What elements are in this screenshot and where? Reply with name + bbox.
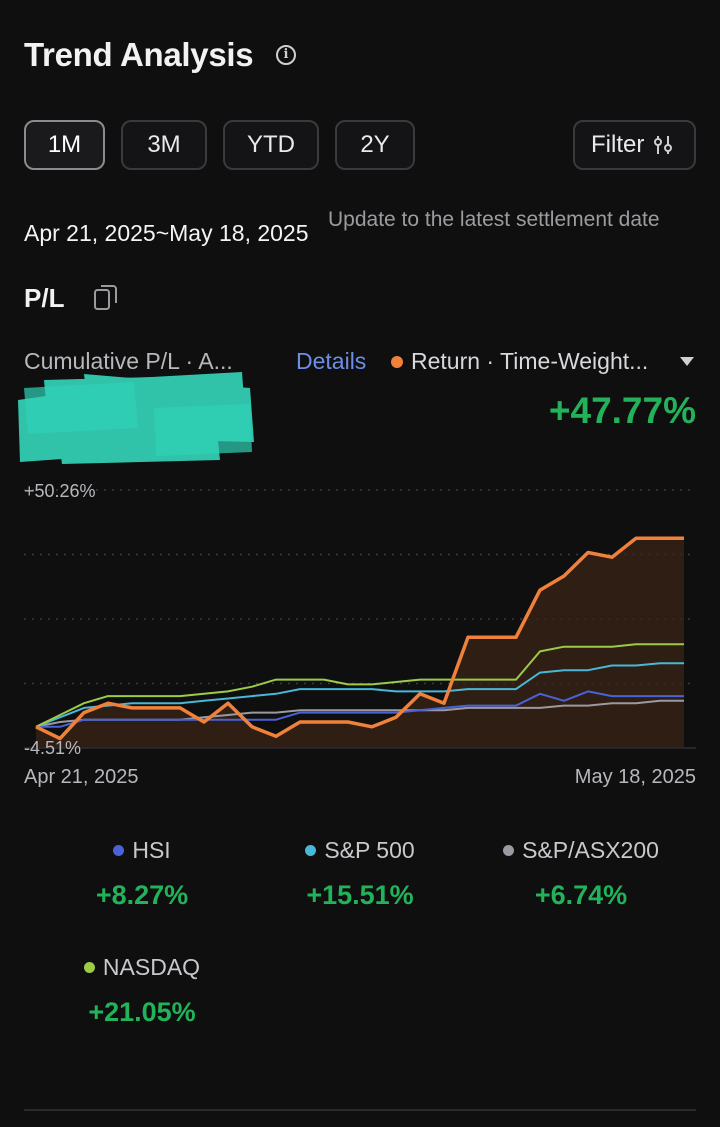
series-line-sp500: [35, 662, 684, 728]
legend-name: S&P/ASX200: [522, 837, 659, 863]
chevron-down-icon[interactable]: [680, 357, 694, 366]
legend-value: +15.51%: [306, 880, 414, 910]
legend-value: +6.74%: [534, 880, 628, 910]
sliders-icon: [654, 136, 673, 154]
trend-line-chart: [24, 489, 696, 749]
legend-name: S&P 500: [324, 837, 415, 863]
return-series-dot: [391, 356, 403, 368]
period-button-2y[interactable]: 2Y: [335, 120, 415, 170]
nasdaq-dot: [83, 962, 95, 973]
series-line-return: [35, 536, 684, 741]
copy-icon[interactable]: [93, 283, 119, 311]
asx-dot: [503, 845, 515, 856]
legend-value: +21.05%: [88, 997, 196, 1027]
period-button-3m[interactable]: 3M: [121, 120, 207, 170]
update-note: Update to the latest settlement date: [328, 208, 660, 231]
hsi-dot: [113, 845, 125, 856]
y-axis-max-label: +50.26%: [24, 481, 96, 501]
legend-name: NASDAQ: [102, 954, 201, 980]
x-axis-end-label: May 18, 2025: [574, 766, 696, 788]
sp500-dot: [305, 845, 317, 856]
return-area: [36, 538, 684, 748]
legend-item-asx200[interactable]: S&P/ASX200 +6.74%: [476, 837, 686, 911]
legend-name: HSI: [132, 837, 171, 863]
pl-section-label: P/L: [24, 283, 65, 313]
x-axis-start-label: Apr 21, 2025: [24, 766, 139, 788]
return-value: +47.77%: [548, 390, 696, 431]
period-button-1m[interactable]: 1M: [24, 120, 105, 170]
filter-label: Filter: [591, 131, 645, 158]
legend-item-nasdaq[interactable]: NASDAQ +21.05%: [42, 954, 242, 1028]
y-axis-min-label: -4.51%: [24, 738, 82, 758]
legend-item-sp500[interactable]: S&P 500 +15.51%: [260, 837, 460, 911]
info-icon[interactable]: i: [276, 45, 296, 65]
filter-button[interactable]: Filter: [573, 120, 696, 170]
details-link[interactable]: Details: [296, 348, 367, 374]
series-line-hsi: [36, 690, 684, 728]
legend-value: +8.27%: [95, 880, 189, 910]
cumulative-pl-selector[interactable]: Cumulative P/L · A...: [24, 348, 233, 374]
period-button-ytd[interactable]: YTD: [223, 120, 319, 170]
page-title: Trend Analysis: [24, 36, 254, 73]
redaction-overlay: [18, 372, 254, 464]
date-range: Apr 21, 2025~May 18, 2025: [24, 220, 309, 246]
series-line-nasdaq: [35, 643, 684, 728]
return-type-selector[interactable]: Return · Time-Weight...: [411, 348, 649, 374]
bottom-divider: [24, 1109, 696, 1111]
legend-item-hsi[interactable]: HSI +8.27%: [42, 837, 242, 911]
